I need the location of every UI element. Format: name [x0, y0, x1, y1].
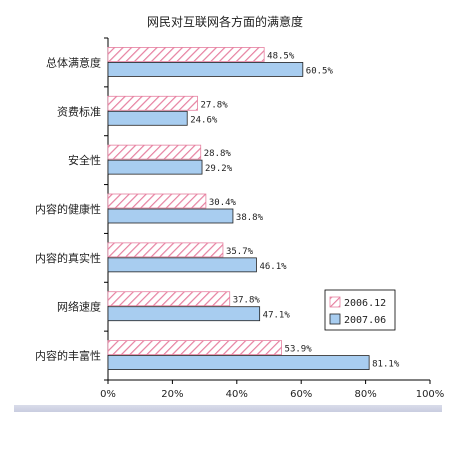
data-label: 29.2% [205, 164, 233, 174]
data-label: 27.8% [201, 100, 229, 110]
bar-2006-12 [107, 47, 265, 62]
bar-2007-06 [107, 159, 203, 175]
category-label: 资费标准 [57, 104, 101, 118]
bottom-strip [14, 405, 442, 412]
plot-area: 0% 20% 40% 60% 80% 100% 总体满意度 48.5% 60.5% 资费标准 27.… [35, 37, 445, 400]
data-label: 30.4% [209, 198, 237, 208]
category-label: 内容的真实性 [35, 251, 101, 265]
bar-2007-06 [107, 208, 234, 224]
x-tick-label: 100% [416, 389, 445, 400]
chart-title: 网民对互联网各方面的满意度 [147, 14, 303, 29]
category-label: 安全性 [68, 153, 101, 167]
bar-2007-06 [107, 257, 257, 273]
data-label: 48.5% [267, 51, 295, 61]
legend-swatch [329, 313, 341, 325]
bar-2006-12 [107, 95, 198, 111]
data-label: 38.8% [236, 213, 264, 223]
data-label: 28.8% [204, 149, 232, 159]
category-label: 总体满意度 [46, 55, 101, 69]
data-label: 47.1% [263, 311, 291, 321]
bar-2006-12 [107, 340, 282, 355]
x-tick-label: 60% [290, 389, 312, 400]
x-tick-label: 20% [161, 389, 183, 400]
bar-2007-06 [107, 306, 261, 322]
legend: 2006.12 2007.06 [324, 289, 396, 331]
bar-2007-06 [107, 62, 304, 77]
legend-swatch [329, 296, 341, 308]
legend-label: 2007.06 [344, 315, 386, 326]
data-label: 37.8% [233, 296, 261, 306]
category-label: 内容的健康性 [35, 202, 101, 216]
bar-2006-12 [107, 242, 224, 258]
category-label: 内容的丰富性 [35, 349, 101, 363]
data-label: 46.1% [259, 262, 287, 272]
data-label: 81.1% [372, 360, 400, 370]
data-label: 60.5% [306, 66, 334, 76]
x-tick-label: 80% [354, 389, 376, 400]
x-tick-label: 0% [100, 389, 116, 400]
data-label: 35.7% [226, 247, 254, 257]
bar-2006-12 [107, 144, 202, 160]
data-label: 53.9% [285, 345, 313, 355]
data-label: 24.6% [190, 115, 218, 125]
bar-2006-12 [107, 291, 231, 307]
bar-2007-06 [107, 355, 370, 370]
bar-2007-06 [107, 110, 188, 126]
legend-label: 2006.12 [344, 298, 386, 309]
bar-2006-12 [107, 193, 207, 209]
category-label: 网络速度 [57, 300, 101, 314]
x-tick-label: 40% [226, 389, 248, 400]
